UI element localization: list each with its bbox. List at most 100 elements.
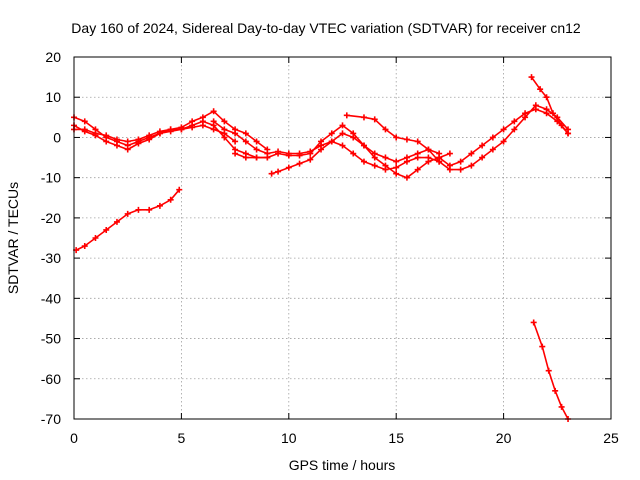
data-point (124, 210, 131, 217)
data-point (328, 138, 335, 145)
x-tick-labels: 0 5 10 15 20 25 (70, 430, 619, 446)
data-point (232, 150, 239, 157)
data-point (360, 142, 367, 149)
data-point (253, 146, 260, 153)
data-point (156, 202, 163, 209)
y-tick-label: -50 (41, 331, 61, 347)
data-point (176, 186, 183, 193)
data-point (113, 136, 120, 143)
data-point (275, 168, 282, 175)
data-point (393, 158, 400, 165)
data-point (371, 154, 378, 161)
data-point (522, 110, 529, 117)
data-point (318, 146, 325, 153)
series-track-7 (343, 102, 572, 173)
data-point (403, 174, 410, 181)
data-point (242, 154, 249, 161)
data-point (285, 152, 292, 159)
data-point (457, 158, 464, 165)
data-point (146, 206, 153, 213)
data-point (425, 146, 432, 153)
y-tick-label: 20 (45, 49, 61, 65)
data-point (221, 126, 228, 133)
data-point (92, 130, 99, 137)
data-point (232, 138, 239, 145)
data-point (328, 130, 335, 137)
y-tick-label: -70 (41, 411, 61, 427)
y-tick-label: 10 (45, 89, 61, 105)
data-point (189, 124, 196, 131)
data-point (296, 152, 303, 159)
series-track-11 (530, 319, 572, 422)
data-point (275, 150, 282, 157)
plot-frame (73, 56, 612, 420)
data-point (307, 150, 314, 157)
data-point (210, 126, 217, 133)
data-point (537, 86, 544, 93)
data-point (199, 114, 206, 121)
data-point (124, 138, 131, 145)
y-tick-label: -10 (41, 170, 61, 186)
data-point (199, 122, 206, 129)
grid (74, 57, 611, 419)
data-point (210, 118, 217, 125)
y-tick-label: -60 (41, 371, 61, 387)
x-tick-label: 15 (388, 430, 404, 446)
data-point (403, 154, 410, 161)
series-line (75, 188, 181, 251)
data-point (543, 94, 550, 101)
data-point (360, 158, 367, 165)
y-tick-label: -30 (41, 250, 61, 266)
data-point (552, 387, 559, 394)
data-point (468, 162, 475, 169)
y-tick-label: -40 (41, 290, 61, 306)
chart-title: Day 160 of 2024, Sidereal Day-to-day VTE… (71, 20, 581, 36)
data-point (124, 146, 131, 153)
data-point (156, 128, 163, 135)
data-point (558, 122, 565, 129)
series-line (530, 76, 569, 135)
data-point (264, 154, 271, 161)
data-point (103, 226, 110, 233)
data-point (253, 154, 260, 161)
data-point (532, 106, 539, 113)
data-point (382, 162, 389, 169)
data-point (339, 130, 346, 137)
y-tick-label: -20 (41, 210, 61, 226)
data-point (318, 138, 325, 145)
y-tick-labels: 20 10 0 -10 -20 -30 -40 -50 -60 -70 (41, 49, 61, 427)
data-point (103, 138, 110, 145)
data-point (92, 235, 99, 241)
data-point (414, 150, 421, 157)
data-point (296, 160, 303, 167)
data-point (457, 166, 464, 173)
data-point (565, 130, 572, 137)
data-point (500, 138, 507, 145)
data-point (489, 134, 496, 141)
data-point (545, 367, 552, 374)
x-tick-label: 20 (496, 430, 512, 446)
data-point (393, 164, 400, 171)
data-point (371, 116, 378, 123)
data-point (103, 132, 110, 139)
data-point (558, 403, 565, 410)
data-point (414, 166, 421, 173)
data-point (268, 170, 275, 177)
data-point (382, 126, 389, 133)
series-track-9 (528, 74, 572, 137)
data-point (178, 126, 185, 133)
data-point (339, 122, 346, 129)
data-point (81, 118, 88, 125)
data-point (543, 110, 550, 117)
data-point (425, 158, 432, 165)
data-point (489, 146, 496, 153)
data-point (253, 138, 260, 145)
data-point (81, 126, 88, 133)
data-point (81, 243, 88, 250)
y-axis-label: SDTVAR / TECUs (5, 182, 21, 294)
x-axis-label: GPS time / hours (289, 457, 396, 473)
data-point (146, 132, 153, 139)
data-point (167, 126, 174, 133)
data-point (113, 218, 120, 225)
